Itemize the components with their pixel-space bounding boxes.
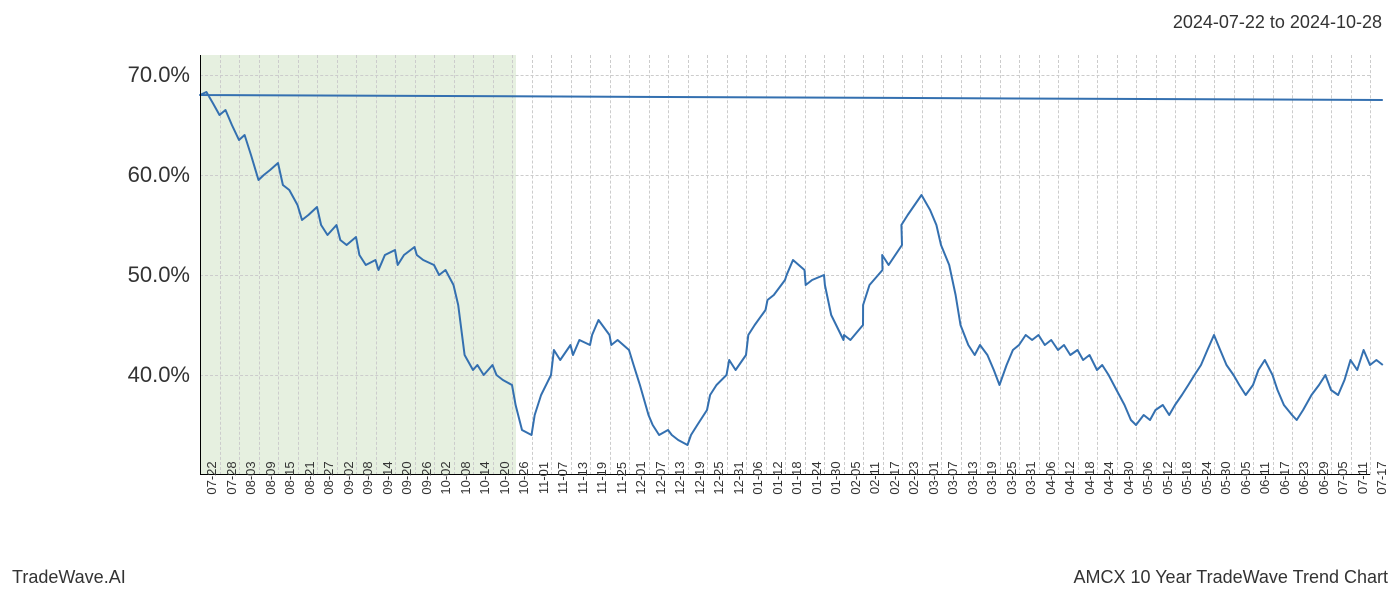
x-tick-label: 08-21 bbox=[302, 461, 317, 494]
x-tick-label: 10-20 bbox=[497, 461, 512, 494]
x-tick-label: 06-23 bbox=[1296, 461, 1311, 494]
x-tick-label: 08-15 bbox=[282, 461, 297, 494]
chart-plot-area bbox=[200, 55, 1370, 475]
x-tick-label: 12-07 bbox=[653, 461, 668, 494]
x-tick-label: 10-02 bbox=[438, 461, 453, 494]
x-tick-label: 07-05 bbox=[1335, 461, 1350, 494]
x-axis-line bbox=[200, 474, 1370, 475]
x-tick-label: 06-29 bbox=[1316, 461, 1331, 494]
x-tick-label: 03-31 bbox=[1023, 461, 1038, 494]
x-tick-label: 02-05 bbox=[848, 461, 863, 494]
x-tick-label: 06-17 bbox=[1277, 461, 1292, 494]
x-tick-label: 09-02 bbox=[341, 461, 356, 494]
x-tick-label: 04-18 bbox=[1082, 461, 1097, 494]
x-tick-label: 03-19 bbox=[984, 461, 999, 494]
footer-brand: TradeWave.AI bbox=[12, 567, 126, 588]
x-tick-label: 02-23 bbox=[906, 461, 921, 494]
x-tick-label: 07-17 bbox=[1374, 461, 1389, 494]
x-tick-label: 09-14 bbox=[380, 461, 395, 494]
x-tick-label: 06-05 bbox=[1238, 461, 1253, 494]
x-tick-label: 08-27 bbox=[321, 461, 336, 494]
x-tick-label: 11-25 bbox=[614, 462, 629, 494]
x-tick-label: 11-01 bbox=[536, 462, 551, 494]
x-tick-label: 04-12 bbox=[1062, 461, 1077, 494]
x-tick-label: 11-07 bbox=[555, 462, 570, 494]
x-tick-label: 11-13 bbox=[575, 462, 590, 494]
x-tick-label: 11-19 bbox=[594, 462, 609, 494]
x-tick-label: 09-20 bbox=[399, 461, 414, 494]
y-axis-line bbox=[200, 55, 201, 475]
footer-chart-title: AMCX 10 Year TradeWave Trend Chart bbox=[1074, 567, 1389, 588]
x-tick-label: 01-24 bbox=[809, 461, 824, 494]
x-tick-label: 03-07 bbox=[945, 461, 960, 494]
x-tick-label: 09-26 bbox=[419, 461, 434, 494]
y-tick-label: 70.0% bbox=[90, 62, 190, 88]
x-tick-label: 12-25 bbox=[711, 461, 726, 494]
x-tick-label: 08-09 bbox=[263, 461, 278, 494]
x-tick-label: 12-31 bbox=[731, 461, 746, 494]
x-tick-label: 07-11 bbox=[1355, 462, 1370, 494]
x-tick-label: 12-01 bbox=[633, 461, 648, 494]
x-tick-label: 01-06 bbox=[750, 461, 765, 494]
x-tick-label: 08-03 bbox=[243, 461, 258, 494]
x-tick-label: 04-06 bbox=[1043, 461, 1058, 494]
x-tick-label: 02-17 bbox=[887, 461, 902, 494]
x-tick-label: 07-28 bbox=[224, 461, 239, 494]
x-tick-label: 03-01 bbox=[926, 461, 941, 494]
x-tick-label: 05-06 bbox=[1140, 461, 1155, 494]
x-tick-label: 12-19 bbox=[692, 461, 707, 494]
x-tick-label: 03-13 bbox=[965, 461, 980, 494]
y-tick-label: 40.0% bbox=[90, 362, 190, 388]
x-tick-label: 05-12 bbox=[1160, 461, 1175, 494]
x-tick-label: 01-18 bbox=[789, 461, 804, 494]
x-tick-label: 02-11 bbox=[867, 462, 882, 494]
trend-line bbox=[200, 55, 1370, 475]
date-range-header: 2024-07-22 to 2024-10-28 bbox=[1173, 12, 1382, 33]
x-tick-label: 10-26 bbox=[516, 461, 531, 494]
x-tick-label: 05-30 bbox=[1218, 461, 1233, 494]
x-tick-label: 06-11 bbox=[1257, 462, 1272, 494]
x-tick-label: 09-08 bbox=[360, 461, 375, 494]
x-tick-label: 07-22 bbox=[204, 461, 219, 494]
x-tick-label: 01-30 bbox=[828, 461, 843, 494]
x-tick-label: 05-18 bbox=[1179, 461, 1194, 494]
x-tick-label: 04-24 bbox=[1101, 461, 1116, 494]
x-tick-label: 10-08 bbox=[458, 461, 473, 494]
y-tick-label: 50.0% bbox=[90, 262, 190, 288]
vgrid-line bbox=[1370, 55, 1371, 475]
x-tick-label: 12-13 bbox=[672, 461, 687, 494]
x-tick-label: 10-14 bbox=[477, 461, 492, 494]
x-tick-label: 03-25 bbox=[1004, 461, 1019, 494]
x-tick-label: 05-24 bbox=[1199, 461, 1214, 494]
x-tick-label: 04-30 bbox=[1121, 461, 1136, 494]
x-tick-label: 01-12 bbox=[770, 461, 785, 494]
y-tick-label: 60.0% bbox=[90, 162, 190, 188]
